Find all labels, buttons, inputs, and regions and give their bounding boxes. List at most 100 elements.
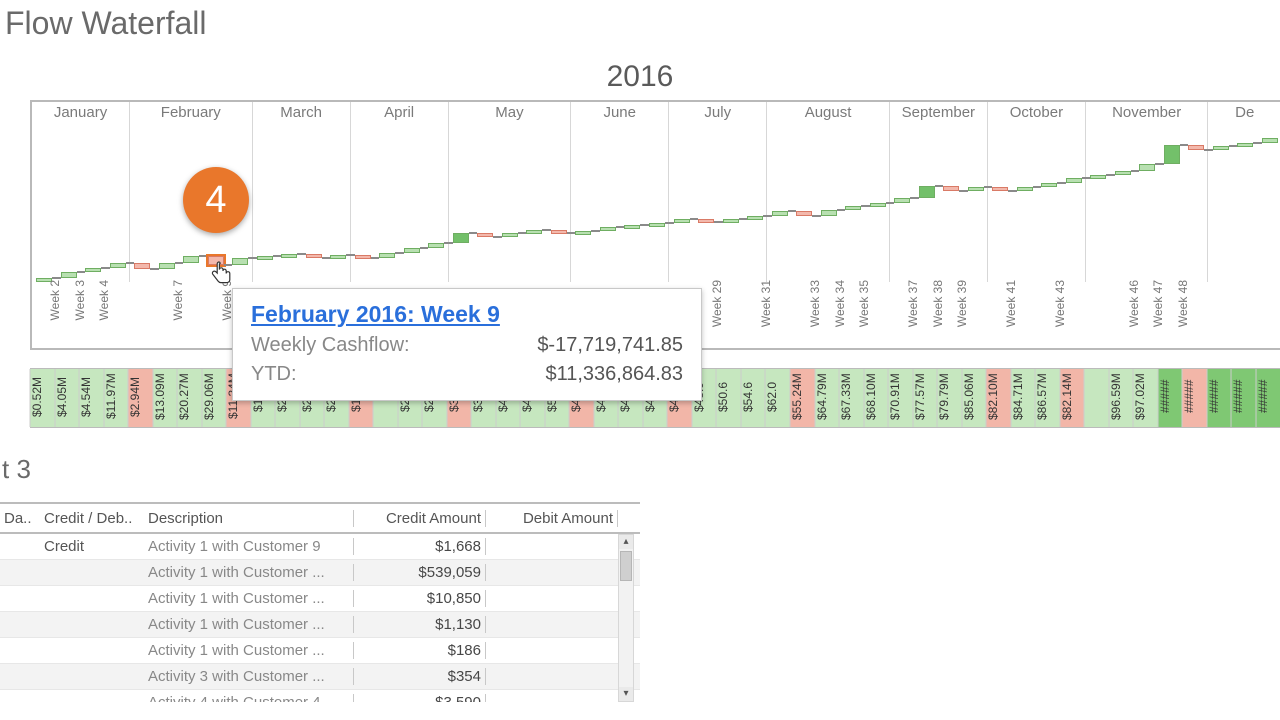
waterfall-bar[interactable] [575,231,591,235]
ytd-cell[interactable]: $85.06M [962,369,987,427]
table-row[interactable]: Activity 1 with Customer ...$1,130 [0,612,640,638]
waterfall-bar[interactable] [526,230,542,234]
waterfall-bar[interactable] [232,258,248,264]
waterfall-bar[interactable] [110,263,126,268]
waterfall-bar[interactable] [772,211,788,215]
ytd-cell[interactable]: $82.14M [1060,369,1085,427]
waterfall-bar[interactable] [1090,175,1106,179]
col-header[interactable]: Credit / Deb.. [40,510,144,527]
waterfall-bar[interactable] [1213,146,1229,150]
ytd-cell[interactable]: $82.10M [986,369,1011,427]
ytd-cell[interactable]: $79.79M [937,369,962,427]
ytd-cell[interactable]: ##### [1256,369,1280,427]
waterfall-bar[interactable] [61,272,77,277]
waterfall-bar[interactable] [453,233,469,244]
ytd-cell[interactable]: $4.05M [55,369,80,427]
ytd-cell[interactable]: $67.33M [839,369,864,427]
table-row[interactable]: Activity 3 with Customer ...$354 [0,664,640,690]
waterfall-bar[interactable] [674,219,690,223]
waterfall-bar[interactable] [600,227,616,231]
waterfall-bar[interactable] [1115,171,1131,175]
ytd-cell[interactable]: $70.91M [888,369,913,427]
ytd-cell[interactable]: ##### [1182,369,1207,427]
waterfall-bar[interactable] [355,255,371,259]
ytd-cell[interactable]: $50.6 [716,369,741,427]
ytd-cell[interactable]: $55.24M [790,369,815,427]
waterfall-bar[interactable] [1041,183,1057,187]
week-label: Week 34 [833,280,847,327]
waterfall-bar[interactable] [1188,145,1204,150]
ytd-cell[interactable]: ##### [1158,369,1183,427]
table-row[interactable]: Activity 1 with Customer ...$539,059 [0,560,640,586]
ytd-cell[interactable]: $2.94M [128,369,153,427]
waterfall-bar[interactable] [85,268,101,272]
waterfall-bar[interactable] [330,255,346,259]
waterfall-bar[interactable] [649,223,665,227]
waterfall-bar[interactable] [894,198,910,202]
waterfall-bar[interactable] [281,254,297,258]
waterfall-bar[interactable] [943,186,959,191]
ytd-cell[interactable]: $96.59M [1109,369,1134,427]
col-header[interactable]: Da.. [0,510,40,527]
scroll-thumb[interactable] [620,551,632,581]
ytd-cell[interactable]: ##### [1231,369,1256,427]
waterfall-bar[interactable] [919,186,935,199]
waterfall-bar[interactable] [477,233,493,237]
waterfall-bar[interactable] [404,248,420,253]
ytd-cell[interactable]: $77.57M [913,369,938,427]
waterfall-bar[interactable] [1017,187,1033,191]
waterfall-bar[interactable] [1237,143,1253,147]
table-row[interactable]: CreditActivity 1 with Customer 9$1,668 [0,534,640,560]
week-label: Week 3 [73,280,87,320]
waterfall-bar[interactable] [159,263,175,269]
waterfall-bar[interactable] [1139,164,1155,170]
waterfall-bar[interactable] [845,206,861,210]
ytd-cell[interactable]: $4.54M [79,369,104,427]
ytd-cell[interactable]: $86.57M [1035,369,1060,427]
month-label: July [669,104,766,121]
ytd-cell[interactable]: $97.02M [1133,369,1158,427]
ytd-cell[interactable]: $20.27M [177,369,202,427]
col-header[interactable]: Description [144,510,354,527]
col-header[interactable]: Credit Amount [354,510,486,527]
ytd-cell[interactable]: $62.0 [765,369,790,427]
waterfall-bar[interactable] [624,225,640,229]
ytd-cell[interactable]: $64.79M [815,369,840,427]
waterfall-bar[interactable] [502,233,518,237]
waterfall-bar[interactable] [134,263,150,269]
ytd-cell[interactable]: $13.09M [153,369,178,427]
col-header[interactable]: Debit Amount [486,510,618,527]
scroll-down-icon[interactable]: ▾ [619,687,633,701]
ytd-cell[interactable]: ##### [1207,369,1232,427]
waterfall-bar[interactable] [306,254,322,258]
waterfall-bar[interactable] [257,256,273,260]
ytd-cell[interactable]: $0.52M [30,369,55,427]
table-row[interactable]: Activity 4 with Customer 4$3,590 [0,690,640,702]
waterfall-bar[interactable] [551,230,567,234]
ytd-cell[interactable]: $84.71M [1011,369,1036,427]
waterfall-bar[interactable] [1164,145,1180,164]
ytd-cell[interactable]: $54.6 [741,369,766,427]
waterfall-bar[interactable] [992,187,1008,191]
waterfall-bar[interactable] [796,211,812,215]
waterfall-bar[interactable] [723,219,739,223]
waterfall-bar[interactable] [747,216,763,220]
ytd-cell[interactable]: $29.06M [202,369,227,427]
waterfall-bar[interactable] [1262,138,1278,142]
tooltip-title-link[interactable]: February 2016: Week 9 [251,301,500,327]
ytd-cell[interactable] [1084,369,1109,427]
table-row[interactable]: Activity 1 with Customer ...$186 [0,638,640,664]
scroll-up-icon[interactable]: ▴ [619,535,633,549]
waterfall-bar[interactable] [1066,178,1082,183]
waterfall-bar[interactable] [698,219,714,223]
waterfall-bar[interactable] [821,210,837,215]
ytd-cell[interactable]: $68.10M [864,369,889,427]
waterfall-bar[interactable] [870,203,886,207]
waterfall-bar[interactable] [379,253,395,258]
ytd-cell[interactable]: $11.97M [104,369,129,427]
waterfall-bar[interactable] [968,187,984,191]
table-row[interactable]: Activity 1 with Customer ...$10,850 [0,586,640,612]
table-scrollbar[interactable]: ▴ ▾ [618,534,634,702]
waterfall-bar[interactable] [183,256,199,262]
waterfall-bar[interactable] [428,243,444,247]
